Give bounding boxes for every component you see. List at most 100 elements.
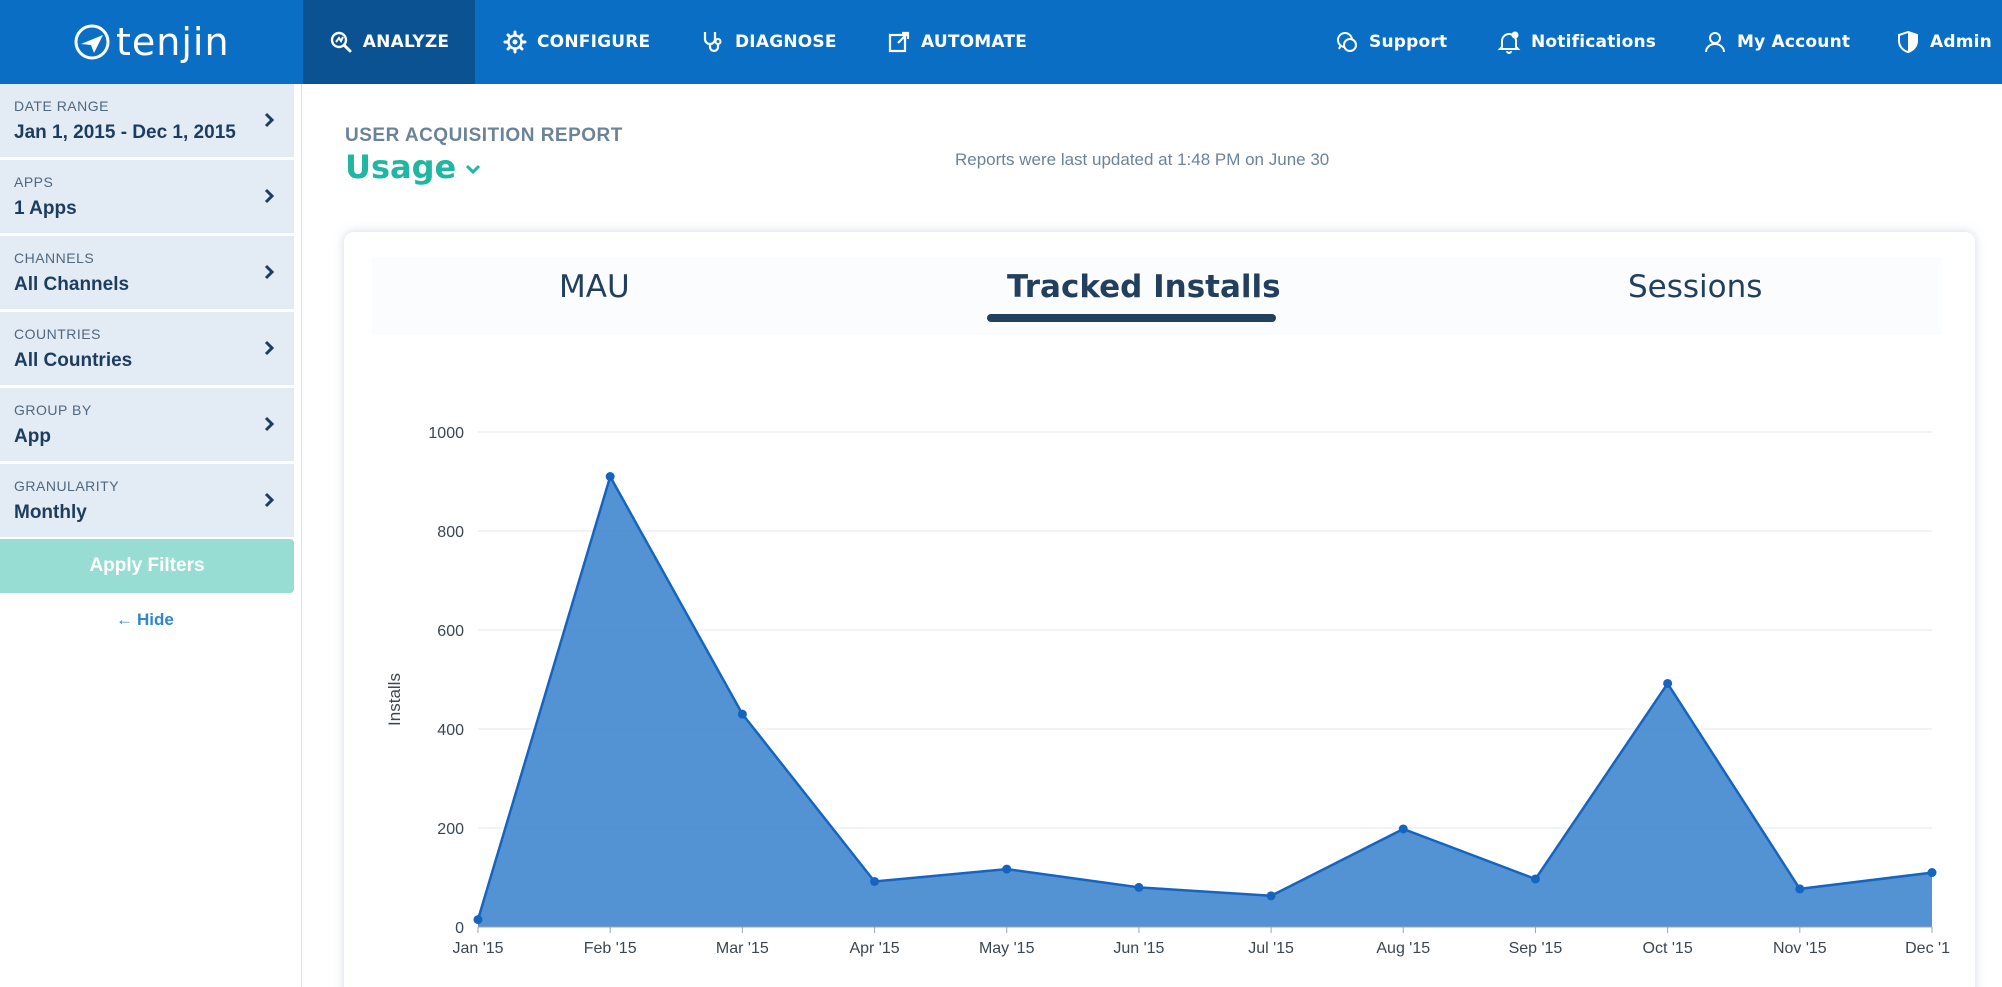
x-tick-label: Aug '15 [1376,940,1430,957]
nav-automate-label: AUTOMATE [921,32,1028,52]
apply-filters-button[interactable]: Apply Filters [0,539,294,593]
chevron-right-icon [264,492,275,508]
chevron-right-icon [264,188,275,204]
filter-label: APPS [14,174,54,190]
filter-label: COUNTRIES [14,326,101,342]
data-point [1663,678,1673,688]
filter-label: DATE RANGE [14,98,109,114]
nav-diagnose-label: DIAGNOSE [735,32,837,52]
x-tick-label: May '15 [979,940,1035,957]
chevron-down-icon [466,164,481,175]
filter-sidebar: DATE RANGE Jan 1, 2015 - Dec 1, 2015 APP… [0,84,302,987]
filter-value: All Countries [14,350,133,371]
installs-area-chart: 0 200 400 600 800 1000 Installs Jan '15 Feb '15 M… [385,425,1950,957]
y-tick-label: 1000 [428,425,464,442]
filter-granularity[interactable]: GRANULARITY Monthly [0,464,294,537]
chevron-right-icon [264,340,275,356]
nav-notifications-label: Notifications [1531,32,1657,52]
analyze-icon [330,31,352,53]
x-tick-label: Nov '15 [1773,940,1827,957]
nav-analyze[interactable]: ANALYZE [303,0,475,84]
data-point [473,915,483,925]
data-point [870,876,880,886]
filter-channels[interactable]: CHANNELS All Channels [0,236,294,309]
tenjin-logo[interactable]: tenjin [72,20,230,64]
series-line [476,473,1933,920]
last-updated-text: Reports were last updated at 1:48 PM on … [955,150,1330,169]
chat-icon [1337,32,1357,52]
data-point [1398,824,1408,834]
data-point [737,709,747,719]
filter-value: All Channels [14,274,130,295]
stethoscope-icon [703,32,722,53]
tenjin-logo-icon [74,24,110,60]
filter-countries[interactable]: COUNTRIES All Countries [0,312,294,385]
filter-date-range[interactable]: DATE RANGE Jan 1, 2015 - Dec 1, 2015 [0,84,294,157]
shield-icon [1898,30,1918,54]
arrow-left-icon: ← [116,610,133,629]
y-tick-label: 200 [437,821,464,838]
y-tick-label: 800 [437,524,464,541]
filter-apps[interactable]: APPS 1 Apps [0,160,294,233]
filter-value: Monthly [14,502,87,523]
logo-text: tenjin [116,20,230,64]
nav-notifications[interactable]: Notifications [1497,0,1656,84]
hide-sidebar-link[interactable]: ← Hide [116,610,174,630]
nav-analyze-label: ANALYZE [362,32,450,52]
hide-label: Hide [137,610,174,629]
nav-my-account-label: My Account [1737,32,1851,52]
report-type-dropdown[interactable]: Usage [345,148,482,186]
filter-value: Jan 1, 2015 - Dec 1, 2015 [14,122,236,143]
gear-icon [503,30,527,54]
nav-support-label: Support [1369,32,1448,52]
external-link-icon [888,31,910,53]
filter-value: 1 Apps [14,198,77,219]
y-tick-label: 600 [437,623,464,640]
nav-diagnose[interactable]: DIAGNOSE [701,0,837,84]
x-tick-label: Apr '15 [849,940,899,957]
x-tick-label: Jan '15 [452,940,503,957]
data-point [1002,864,1012,874]
x-tick-label: Jun '15 [1113,940,1164,957]
x-tick-label: Dec '15 [1905,940,1950,957]
data-point [1266,891,1276,901]
report-category: USER ACQUISITION REPORT [345,125,623,146]
filter-label: GROUP BY [14,402,92,418]
nav-my-account[interactable]: My Account [1703,0,1850,84]
nav-admin[interactable]: Admin [1896,0,1992,84]
data-point [1795,884,1805,894]
chevron-right-icon [264,112,275,128]
bell-icon [1497,31,1521,54]
filter-value: App [14,426,51,447]
data-point [1530,874,1540,884]
y-tick-label: 0 [455,920,464,937]
nav-configure[interactable]: CONFIGURE [503,0,650,84]
x-tick-label: Feb '15 [584,940,637,957]
nav-support[interactable]: Support [1335,0,1447,84]
tab-sessions[interactable]: Sessions [1628,269,1763,305]
nav-automate[interactable]: AUTOMATE [887,0,1027,84]
nav-configure-label: CONFIGURE [537,32,651,52]
data-point [605,472,615,482]
x-tick-label: Jul '15 [1248,940,1294,957]
y-axis-title: Installs [385,673,404,726]
active-tab-indicator [987,314,1276,322]
y-tick-label: 400 [437,722,464,739]
chevron-right-icon [264,264,275,280]
filter-label: CHANNELS [14,250,95,266]
report-title: Usage [345,148,457,186]
data-point [1134,882,1144,892]
x-tick-label: Oct '15 [1643,940,1693,957]
tab-tracked-installs[interactable]: Tracked Installs [1007,269,1281,305]
nav-admin-label: Admin [1930,32,1992,52]
tab-mau[interactable]: MAU [559,269,630,305]
user-icon [1705,32,1725,53]
metric-tabs [372,257,1942,335]
data-point [1927,868,1937,878]
top-nav-bar: tenjin ANALYZE CONFIGURE DIAGNOSE [0,0,2002,84]
x-tick-label: Mar '15 [716,940,769,957]
chevron-right-icon [264,416,275,432]
filter-group-by[interactable]: GROUP BY App [0,388,294,461]
series-area [478,476,1932,927]
x-tick-label: Sep '15 [1509,940,1563,957]
